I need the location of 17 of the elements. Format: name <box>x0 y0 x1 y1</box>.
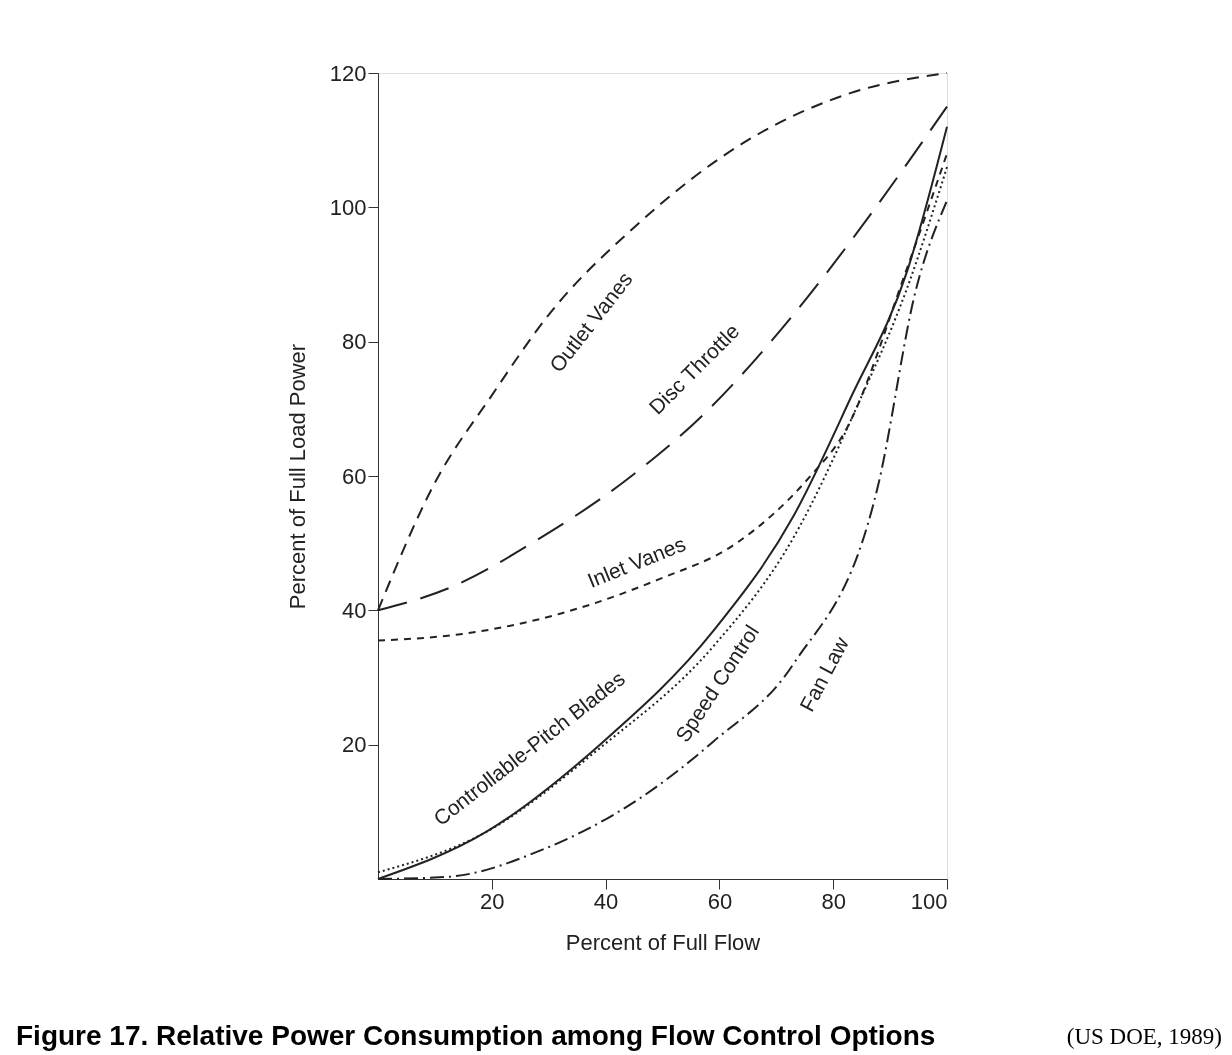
x-tick-label: 80 <box>821 888 846 914</box>
y-tick-label: 40 <box>342 597 367 623</box>
x-tick-label: 40 <box>593 888 619 914</box>
y-tick-label: 20 <box>342 732 367 758</box>
text: Figure 17. Relative Power Consumption among Flow Control Options <box>16 1020 936 1051</box>
text: Inlet Vanes <box>584 531 689 592</box>
x-tick-label: 60 <box>707 888 733 914</box>
x-axis-title: Percent of Full Flow <box>565 929 761 955</box>
x-tick-label: 100 <box>910 888 948 914</box>
y-tick-label: 60 <box>342 463 367 489</box>
text: Fan Law <box>794 632 854 716</box>
x-tick-label: 20 <box>480 888 505 914</box>
text: (US DOE, 1989) <box>1066 1024 1222 1049</box>
y-tick-label: 80 <box>342 329 367 355</box>
y-tick-label: 100 <box>329 194 367 220</box>
y-axis-title: Percent of Full Load Power <box>284 343 310 610</box>
y-tick-label: 120 <box>329 60 367 86</box>
